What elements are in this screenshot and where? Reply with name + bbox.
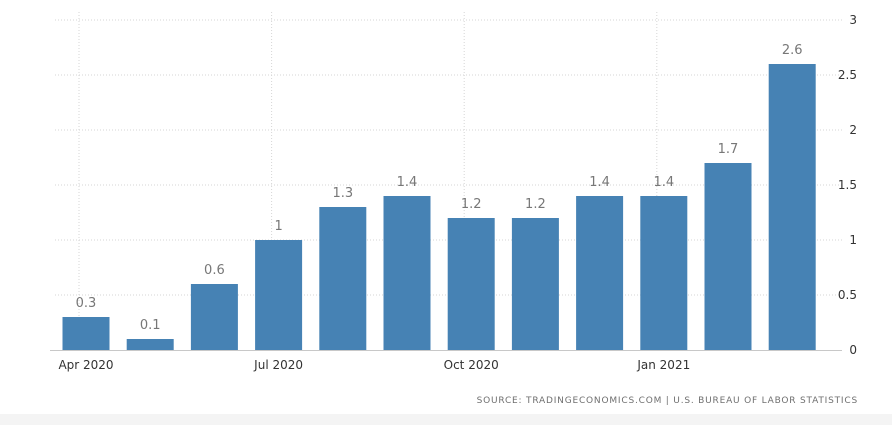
data-label: 1.7	[718, 142, 739, 157]
bars-layer	[62, 64, 816, 350]
y-tick-label: 2	[849, 123, 857, 137]
y-tick-label: 0.5	[838, 288, 857, 302]
x-tick-label: Jul 2020	[253, 358, 303, 372]
labels-layer: 0.3 0.1 0.6 1 1.3 1.4 1.2 1.2 1.4 1.4 1.7 2.6	[76, 43, 803, 333]
bar	[190, 284, 238, 350]
x-tick-label: Jan 2021	[636, 358, 690, 372]
data-label: 1.3	[332, 186, 353, 201]
x-tick-label: Oct 2020	[444, 358, 499, 372]
footer-band	[0, 414, 892, 425]
data-label: 1.4	[653, 175, 674, 190]
bar	[511, 218, 559, 350]
y-tick-label: 0	[849, 343, 857, 357]
bar	[768, 64, 816, 350]
data-label: 0.6	[204, 263, 225, 278]
bar	[383, 196, 431, 350]
data-label: 1.2	[525, 197, 546, 212]
bar	[126, 339, 174, 350]
y-tick-label: 2.5	[838, 68, 857, 82]
data-label: 0.3	[76, 296, 97, 311]
data-label: 1	[274, 219, 282, 234]
data-label: 0.1	[140, 318, 161, 333]
bar	[640, 196, 688, 350]
data-label: 1.4	[589, 175, 610, 190]
source-credit: SOURCE: TRADINGECONOMICS.COM | U.S. BURE…	[476, 396, 858, 406]
data-label: 2.6	[782, 43, 803, 58]
bar	[255, 240, 303, 350]
axis-layer: 0 0.5 1 1.5 2 2.5 3 Apr 2020 Jul 2020 Oct 2020 Jan…	[50, 13, 857, 372]
bar	[704, 163, 752, 350]
bar	[62, 317, 110, 350]
data-label: 1.4	[397, 175, 418, 190]
bar	[319, 207, 367, 350]
bar	[576, 196, 624, 350]
data-label: 1.2	[461, 197, 482, 212]
x-tick-label: Apr 2020	[58, 358, 113, 372]
y-tick-label: 3	[849, 13, 857, 27]
bar	[447, 218, 495, 350]
y-tick-label: 1	[849, 233, 857, 247]
y-tick-label: 1.5	[838, 178, 857, 192]
